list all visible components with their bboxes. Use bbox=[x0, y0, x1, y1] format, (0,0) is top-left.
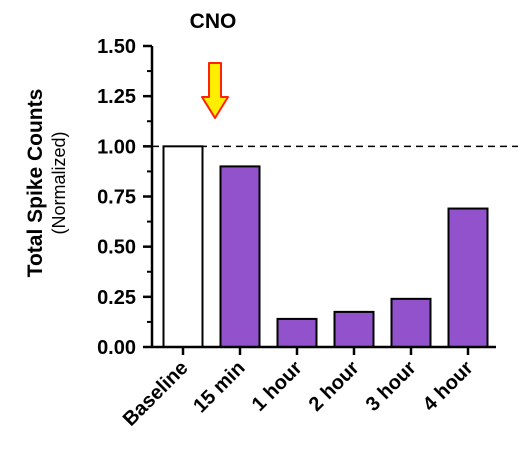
bar-15-min bbox=[219, 165, 261, 348]
bars-group bbox=[162, 145, 489, 349]
cno-arrow-icon bbox=[201, 62, 229, 119]
x-category-label: 3 hour bbox=[362, 357, 421, 416]
y-ticks-group: 0.00 0.25 0.50 0.75 1.00 1.25 1.50 bbox=[97, 36, 152, 359]
cno-annotation: CNO bbox=[190, 10, 237, 33]
x-category-label: Baseline bbox=[119, 357, 193, 431]
y-axis-label: Total Spike Counts bbox=[24, 89, 47, 278]
x-category-label: 2 hour bbox=[305, 357, 364, 416]
y-tick-label: 0.00 bbox=[97, 337, 136, 359]
y-tick-label: 0.50 bbox=[97, 237, 136, 259]
bar-4-hour bbox=[447, 207, 489, 348]
bar-2-hour bbox=[333, 310, 375, 348]
x-category-label: 4 hour bbox=[419, 357, 478, 416]
bar-1-hour bbox=[276, 317, 318, 349]
x-category-label: 15 min bbox=[189, 357, 249, 417]
bar-baseline bbox=[162, 145, 204, 348]
y-tick-label: 1.25 bbox=[97, 86, 136, 108]
y-axis-sublabel: (Normalized) bbox=[49, 131, 69, 234]
x-category-label: 1 hour bbox=[248, 357, 307, 416]
y-tick-label: 0.25 bbox=[97, 287, 136, 309]
y-tick-label: 1.00 bbox=[97, 136, 136, 158]
bar-3-hour bbox=[390, 297, 432, 348]
y-tick-label: 1.50 bbox=[97, 36, 136, 58]
y-tick-label: 0.75 bbox=[97, 187, 136, 209]
